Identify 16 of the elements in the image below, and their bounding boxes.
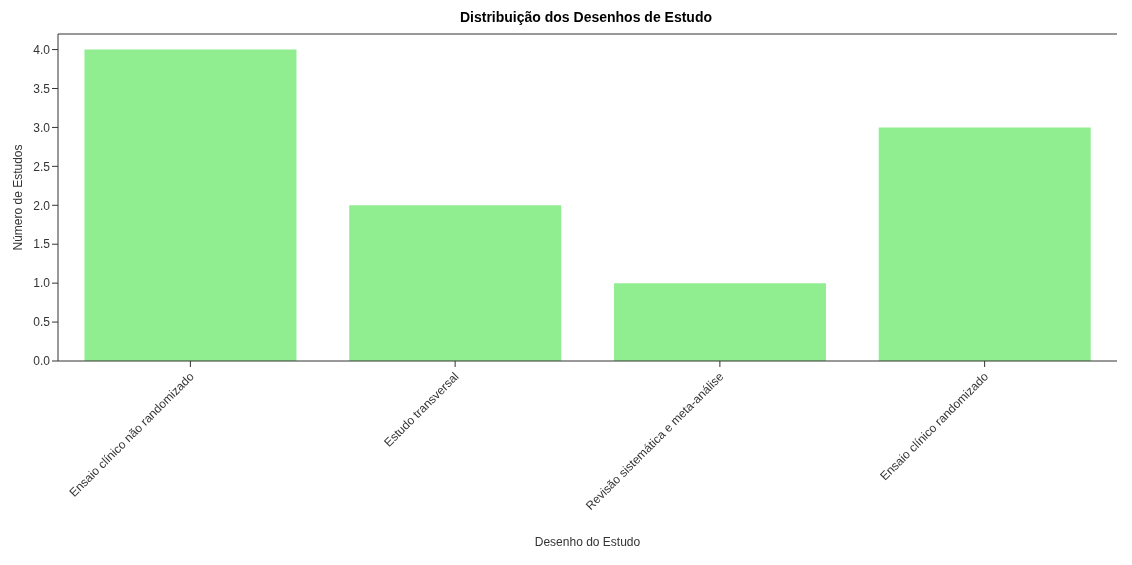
y-tick-label: 0.5 (33, 315, 51, 330)
bar (84, 49, 297, 361)
y-axis-title: Número de Estudos (11, 144, 26, 251)
y-tick-label: 0.0 (33, 354, 51, 369)
y-tick-label: 3.0 (33, 120, 51, 135)
y-tick-label: 1.5 (33, 237, 51, 252)
x-axis-title: Desenho do Estudo (534, 535, 641, 549)
y-tick-label: 4.0 (33, 42, 51, 57)
bar (349, 205, 562, 361)
y-tick-label: 1.0 (33, 276, 51, 291)
chart-title: Distribuição dos Desenhos de Estudo (458, 8, 713, 26)
bar (878, 127, 1091, 361)
y-tick-label: 2.5 (33, 159, 51, 174)
bar (613, 283, 826, 361)
y-tick-label: 2.0 (33, 198, 51, 213)
y-tick-label: 3.5 (33, 81, 51, 96)
